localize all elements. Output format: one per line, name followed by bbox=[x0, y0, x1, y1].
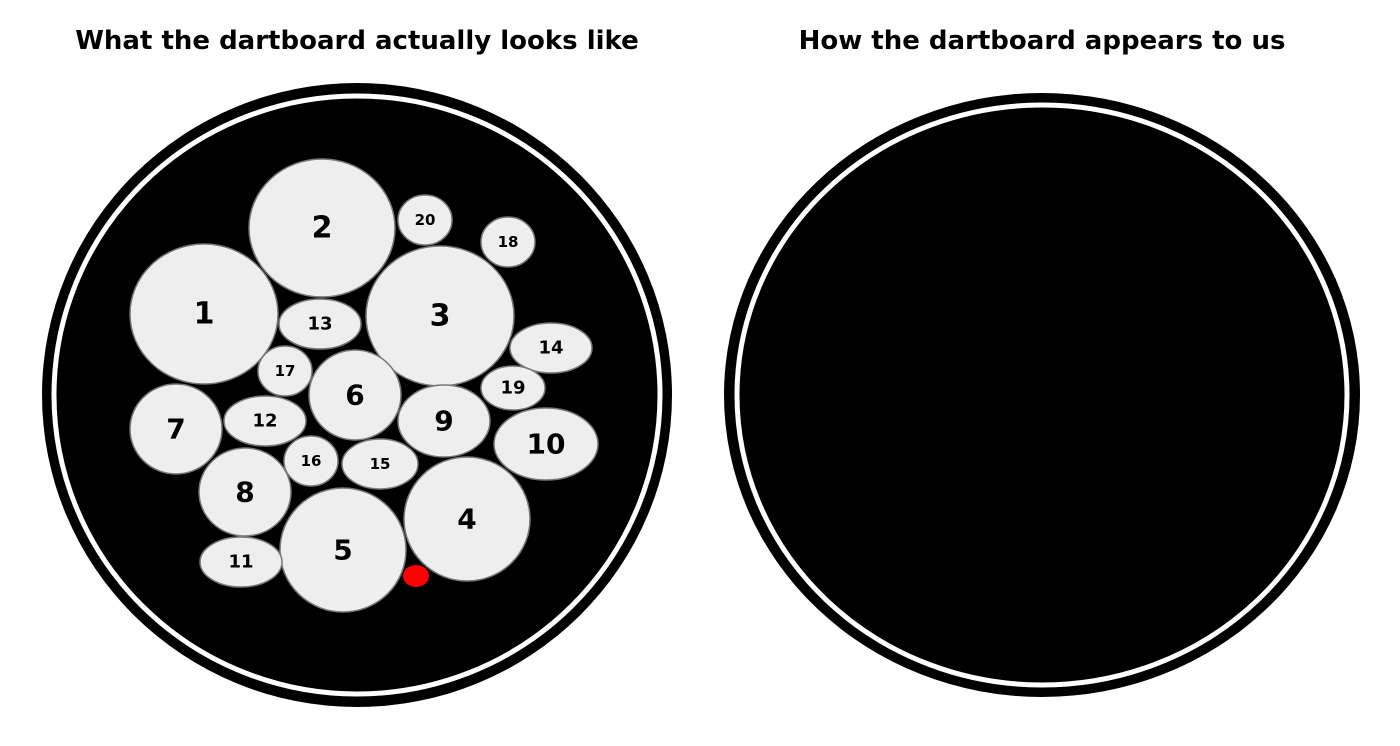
region-4: 4 bbox=[403, 456, 531, 582]
region-19-shape bbox=[480, 365, 546, 411]
region-16: 16 bbox=[283, 435, 339, 487]
region-18-shape bbox=[480, 216, 536, 268]
dart-hit-marker bbox=[403, 565, 429, 587]
region-1-label: 1 bbox=[194, 297, 215, 332]
region-11-label: 11 bbox=[228, 552, 253, 573]
region-15-label: 15 bbox=[370, 455, 391, 473]
region-15: 15 bbox=[341, 438, 419, 490]
region-5-label: 5 bbox=[333, 534, 352, 567]
region-9-shape bbox=[397, 384, 491, 458]
region-20-shape bbox=[397, 194, 453, 246]
region-9-label: 9 bbox=[434, 405, 453, 438]
title-actual-dartboard: What the dartboard actually looks like bbox=[75, 26, 639, 56]
region-6-label: 6 bbox=[345, 379, 364, 412]
region-13-label: 13 bbox=[307, 314, 332, 335]
region-4-shape bbox=[403, 456, 531, 582]
left-board-ring bbox=[51, 93, 663, 697]
region-12-shape bbox=[223, 395, 307, 447]
region-1: 1 bbox=[129, 243, 279, 385]
region-5-shape bbox=[279, 487, 407, 613]
region-3: 3 bbox=[365, 245, 515, 387]
region-8: 8 bbox=[198, 447, 292, 537]
region-17: 17 bbox=[257, 345, 313, 397]
region-13: 13 bbox=[278, 298, 362, 350]
region-20: 20 bbox=[397, 194, 453, 246]
region-19-label: 19 bbox=[500, 378, 525, 399]
region-7: 7 bbox=[129, 383, 223, 475]
region-11: 11 bbox=[199, 536, 283, 588]
region-16-label: 16 bbox=[301, 452, 322, 470]
region-15-shape bbox=[341, 438, 419, 490]
region-5: 5 bbox=[279, 487, 407, 613]
region-11-shape bbox=[199, 536, 283, 588]
region-10-shape bbox=[493, 407, 599, 481]
region-10-label: 10 bbox=[527, 428, 566, 461]
region-7-shape bbox=[129, 383, 223, 475]
region-13-shape bbox=[278, 298, 362, 350]
region-1-shape bbox=[129, 243, 279, 385]
region-8-label: 8 bbox=[235, 476, 254, 509]
region-17-label: 17 bbox=[275, 362, 296, 380]
region-16-shape bbox=[283, 435, 339, 487]
apparent-dartboard bbox=[724, 93, 1360, 697]
region-14: 14 bbox=[509, 322, 593, 374]
region-12-label: 12 bbox=[252, 411, 277, 432]
region-17-shape bbox=[257, 345, 313, 397]
region-6-shape bbox=[308, 349, 402, 441]
region-4-label: 4 bbox=[457, 503, 476, 536]
region-14-shape bbox=[509, 322, 593, 374]
region-2: 2 bbox=[248, 158, 396, 298]
region-19: 19 bbox=[480, 365, 546, 411]
region-14-label: 14 bbox=[538, 338, 563, 359]
region-8-shape bbox=[198, 447, 292, 537]
region-9: 9 bbox=[397, 384, 491, 458]
right-board-outer bbox=[724, 93, 1360, 697]
region-2-shape bbox=[248, 158, 396, 298]
region-18: 18 bbox=[480, 216, 536, 268]
region-10: 10 bbox=[493, 407, 599, 481]
region-3-label: 3 bbox=[430, 299, 451, 334]
region-12: 12 bbox=[223, 395, 307, 447]
region-20-label: 20 bbox=[415, 211, 436, 229]
region-7-label: 7 bbox=[166, 413, 185, 446]
region-6: 6 bbox=[308, 349, 402, 441]
title-apparent-dartboard: How the dartboard appears to us bbox=[798, 26, 1286, 56]
region-2-label: 2 bbox=[312, 211, 333, 246]
region-18-label: 18 bbox=[498, 233, 519, 251]
right-board-ring bbox=[734, 102, 1350, 688]
